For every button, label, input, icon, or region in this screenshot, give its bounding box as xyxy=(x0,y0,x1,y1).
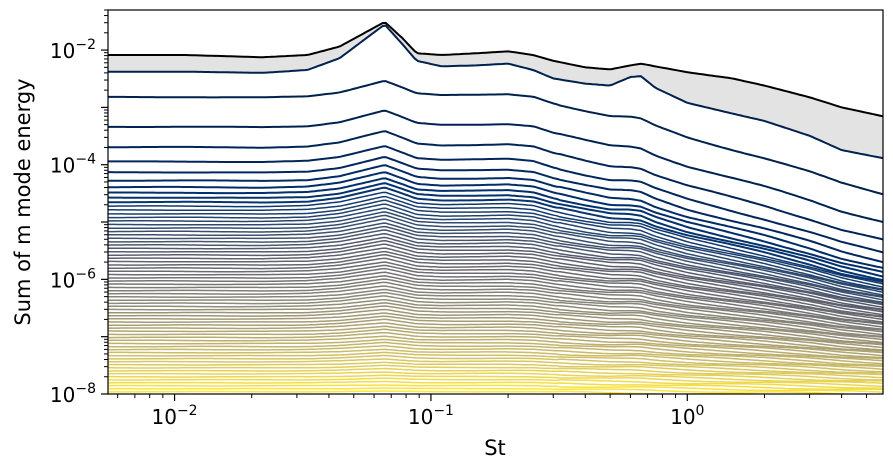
mode-line-61 xyxy=(108,361,883,379)
mode-line-63 xyxy=(108,367,883,382)
mode-line-60 xyxy=(108,358,883,376)
mode-line-25 xyxy=(108,240,883,311)
mode-line-18 xyxy=(108,214,883,298)
mode-line-41 xyxy=(108,295,883,339)
total-energy-line xyxy=(108,21,883,118)
mode-line-51 xyxy=(108,328,883,359)
y-tick-label: 10−8 xyxy=(50,381,96,407)
mode-line-30 xyxy=(108,257,883,318)
y-tick-label: 10−4 xyxy=(50,152,96,178)
mode-line-31 xyxy=(108,261,883,321)
mode-line-10 xyxy=(108,182,883,282)
mode-line-27 xyxy=(108,247,883,313)
mode-line-56 xyxy=(108,345,883,368)
mode-line-32 xyxy=(108,264,883,323)
mode-line-44 xyxy=(108,305,883,345)
mode-line-39 xyxy=(108,288,883,336)
x-tick-label: 100 xyxy=(670,403,704,429)
mode-line-49 xyxy=(108,322,883,354)
mode-line-52 xyxy=(108,331,883,360)
mode-line-57 xyxy=(108,348,883,370)
mode-line-69 xyxy=(108,387,872,394)
mode-line-8 xyxy=(108,171,883,273)
mode-line-48 xyxy=(108,318,883,352)
mode-line-11 xyxy=(108,186,883,283)
mode-line-3 xyxy=(108,109,883,223)
mode-line-36 xyxy=(108,278,883,330)
mode-line-65 xyxy=(108,374,883,388)
mode-line-29 xyxy=(108,254,883,317)
mode-line-14 xyxy=(108,199,883,290)
mode-line-45 xyxy=(108,308,883,346)
mode-line-46 xyxy=(108,312,883,349)
mode-line-67 xyxy=(108,380,883,391)
mode-line-58 xyxy=(108,351,883,373)
mode-line-42 xyxy=(108,298,883,341)
mode-line-2 xyxy=(108,80,883,196)
y-axis-ticks: 10−2 10−4 10−6 10−8 xyxy=(50,9,108,407)
mode-line-50 xyxy=(108,325,883,357)
mode-line-35 xyxy=(108,275,883,328)
y-tick-label: 10−2 xyxy=(50,37,96,63)
mode-line-4 xyxy=(108,130,883,241)
y-axis-label: Sum of m mode energy xyxy=(11,78,35,325)
mode-line-7 xyxy=(108,164,883,269)
mode-line-15 xyxy=(108,203,883,291)
mode-line-47 xyxy=(108,315,883,351)
mode-line-68 xyxy=(108,384,883,393)
mode-line-54 xyxy=(108,338,883,365)
mode-line-33 xyxy=(108,267,883,324)
mode-line-6 xyxy=(108,156,883,264)
mode-line-43 xyxy=(108,302,883,344)
mode-line-37 xyxy=(108,281,883,331)
mode-line-12 xyxy=(108,191,883,285)
mode-1-energy-line xyxy=(108,24,883,160)
energy-gap-fill xyxy=(108,22,883,159)
mode-line-13 xyxy=(108,195,883,288)
mode-line-16 xyxy=(108,207,883,294)
mode-line-23 xyxy=(108,233,883,306)
mode-line-66 xyxy=(108,377,883,389)
mode-line-34 xyxy=(108,271,883,326)
x-axis-label: St xyxy=(484,436,506,460)
plot-area xyxy=(108,21,883,394)
mode-line-9 xyxy=(108,177,883,278)
mode-line-19 xyxy=(108,218,883,299)
y-tick-label: 10−6 xyxy=(50,266,96,292)
mode-line-59 xyxy=(108,354,883,374)
mode-line-28 xyxy=(108,250,883,316)
x-tick-label: 10−1 xyxy=(408,403,454,429)
plot-frame xyxy=(107,9,884,395)
mode-lines xyxy=(108,80,883,394)
mode-line-62 xyxy=(108,364,883,381)
mode-line-21 xyxy=(108,225,883,304)
mode-line-40 xyxy=(108,291,883,338)
mode-line-38 xyxy=(108,285,883,333)
mode-line-22 xyxy=(108,229,883,305)
x-tick-label: 10−2 xyxy=(152,403,198,429)
mode-line-53 xyxy=(108,335,883,362)
mode-line-5 xyxy=(108,145,883,254)
mode-line-64 xyxy=(108,371,883,384)
mode-line-20 xyxy=(108,222,883,301)
mode-line-24 xyxy=(108,236,883,309)
mode-line-70 xyxy=(108,390,779,394)
x-axis-ticks: 10−2 10−1 100 xyxy=(117,394,867,429)
mode-line-55 xyxy=(108,341,883,366)
mode-line-26 xyxy=(108,243,883,311)
mode-line-17 xyxy=(108,211,883,296)
